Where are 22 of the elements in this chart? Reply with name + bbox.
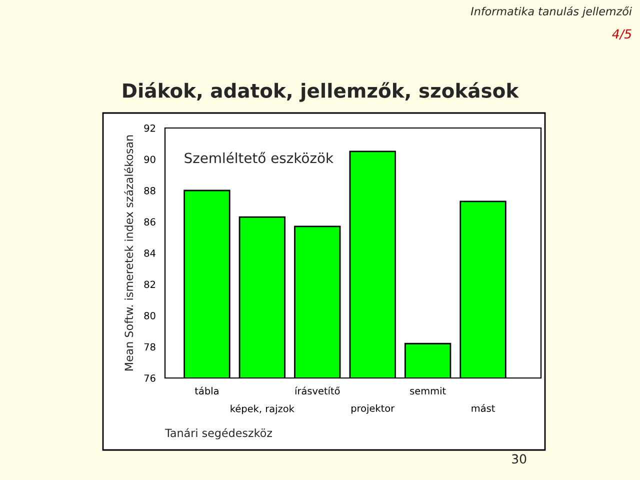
y-tick-label: 88 (144, 186, 156, 194)
y-tick-label: 92 (144, 124, 155, 132)
text: 30 (512, 454, 526, 464)
y-tick-label: 86 (144, 218, 156, 226)
y-tick-label: 76 (144, 374, 156, 382)
chart-title: Diákok, adatok, jellemzők, szokások (123, 82, 519, 102)
y-tick-label: 80 (144, 312, 156, 320)
y-tick-label: 82 (144, 280, 155, 288)
text: Informatika tanulás jellemzői (470, 6, 632, 18)
annotation: Szemléltető eszközök (184, 152, 334, 164)
x-tick-label: projektor (352, 404, 395, 414)
x-tick-label: képek, rajzok (230, 404, 294, 414)
x-axis-title: Tanári segédeszköz (164, 428, 272, 440)
text: 4/5 (612, 29, 632, 40)
y-tick-label: 78 (144, 343, 156, 351)
x-tick-label: írásvetítő (295, 386, 340, 395)
y-tick-label: 90 (144, 156, 156, 164)
x-tick-label: semmit (410, 387, 446, 395)
x-tick-label: tábla (194, 386, 218, 395)
x-tick-label: mást (472, 404, 495, 412)
y-axis-title: Mean Softw. ismeretek index százalékosan (124, 135, 134, 370)
y-tick-label: 84 (144, 249, 156, 257)
